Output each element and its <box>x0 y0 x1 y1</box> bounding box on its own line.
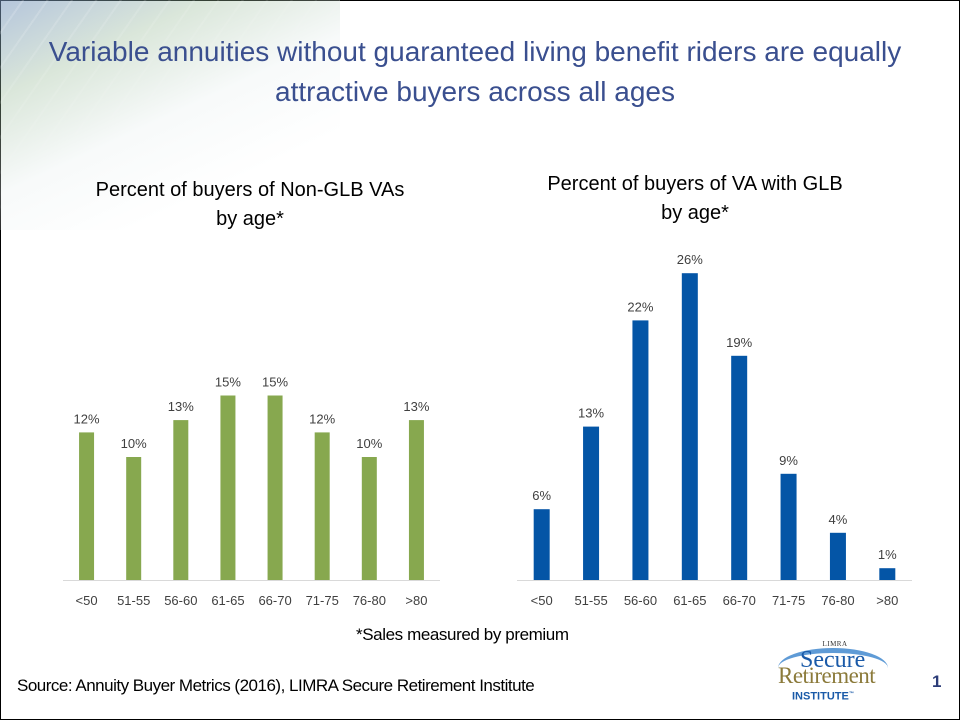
logo-trademark: ™ <box>848 691 854 697</box>
right-data-label: 22% <box>627 299 653 314</box>
logo-institute-text: INSTITUTE™ <box>792 688 854 703</box>
right-category-tick-label: 51-55 <box>574 593 607 608</box>
logo-limra-text: LIMRA <box>822 640 848 648</box>
left-data-label: 15% <box>262 375 288 390</box>
left-chart-title: Percent of buyers of Non-GLB VAs by age* <box>45 176 455 234</box>
right-bar <box>780 473 797 580</box>
left-category-tick-label: <50 <box>76 593 98 608</box>
left-bar <box>220 395 236 580</box>
left-bar <box>361 457 377 580</box>
right-bar <box>879 568 896 580</box>
left-data-label: 10% <box>356 436 382 451</box>
left-category-tick-label: 56-60 <box>164 593 197 608</box>
right-chart-title: Percent of buyers of VA with GLB by age* <box>490 170 900 228</box>
right-bar <box>731 355 748 580</box>
right-data-label: 19% <box>726 335 752 350</box>
page-number: 1 <box>932 672 942 691</box>
right-category-tick-label: 66-70 <box>723 593 756 608</box>
logo-institute-word: INSTITUTE <box>792 690 849 703</box>
right-bar <box>632 320 649 580</box>
right-data-label: 9% <box>779 453 798 468</box>
left-data-label: 13% <box>403 399 429 414</box>
right-bar <box>533 509 550 580</box>
right-bar-chart: 6% <50 13% 51-55 22% 56-60 26% 61-65 19% 66-70 9% 7… <box>517 252 912 608</box>
left-bar <box>173 420 189 580</box>
left-bar <box>408 420 424 580</box>
right-category-tick-label: <50 <box>531 593 553 608</box>
left-category-tick-label: 61-65 <box>211 593 244 608</box>
logo-retirement-text: Retirement <box>778 663 876 688</box>
right-data-label: 26% <box>677 252 703 267</box>
limra-sri-logo: LIMRA Secure Retirement INSTITUTE™ <box>770 640 900 703</box>
left-category-tick-label: 51-55 <box>117 593 150 608</box>
slide-title: Variable annuities without guaranteed li… <box>48 36 902 107</box>
right-data-label: 6% <box>532 488 551 503</box>
left-category-tick-label: >80 <box>405 593 427 608</box>
left-data-label: 13% <box>168 399 194 414</box>
left-category-tick-label: 71-75 <box>306 593 339 608</box>
left-category-tick-label: 76-80 <box>353 593 386 608</box>
logo-arc-icon <box>778 648 888 678</box>
logo-secure-text: Secure <box>800 647 866 673</box>
right-chart-title-line-2: by age* <box>661 202 729 224</box>
footnote: *Sales measured by premium <box>356 625 569 644</box>
right-bar <box>829 532 846 580</box>
left-category-tick-label: 66-70 <box>258 593 291 608</box>
right-category-tick-label: 56-60 <box>624 593 657 608</box>
left-bar <box>314 432 330 580</box>
left-data-label: 10% <box>121 436 147 451</box>
left-bar-chart: 12% <50 10% 51-55 13% 56-60 15% 61-65 15% 66-70 12… <box>63 375 440 608</box>
left-bar <box>126 457 142 580</box>
source-note: Source: Annuity Buyer Metrics (2016), LI… <box>17 676 535 695</box>
right-category-tick-label: 61-65 <box>673 593 706 608</box>
left-bar <box>79 432 95 580</box>
right-bar <box>583 426 600 580</box>
left-data-label: 12% <box>309 411 335 426</box>
right-bar <box>681 273 698 580</box>
right-category-tick-label: 76-80 <box>821 593 854 608</box>
right-data-label: 13% <box>578 406 604 421</box>
right-category-tick-label: 71-75 <box>772 593 805 608</box>
right-chart-title-line-1: Percent of buyers of VA with GLB <box>547 173 843 195</box>
left-chart-title-line-2: by age* <box>216 208 284 230</box>
left-bar <box>267 395 283 580</box>
left-data-label: 15% <box>215 375 241 390</box>
right-category-tick-label: >80 <box>876 593 898 608</box>
right-data-label: 4% <box>829 512 848 527</box>
left-chart-title-line-1: Percent of buyers of Non-GLB VAs <box>95 179 405 201</box>
right-data-label: 1% <box>878 547 897 562</box>
left-data-label: 12% <box>74 411 100 426</box>
